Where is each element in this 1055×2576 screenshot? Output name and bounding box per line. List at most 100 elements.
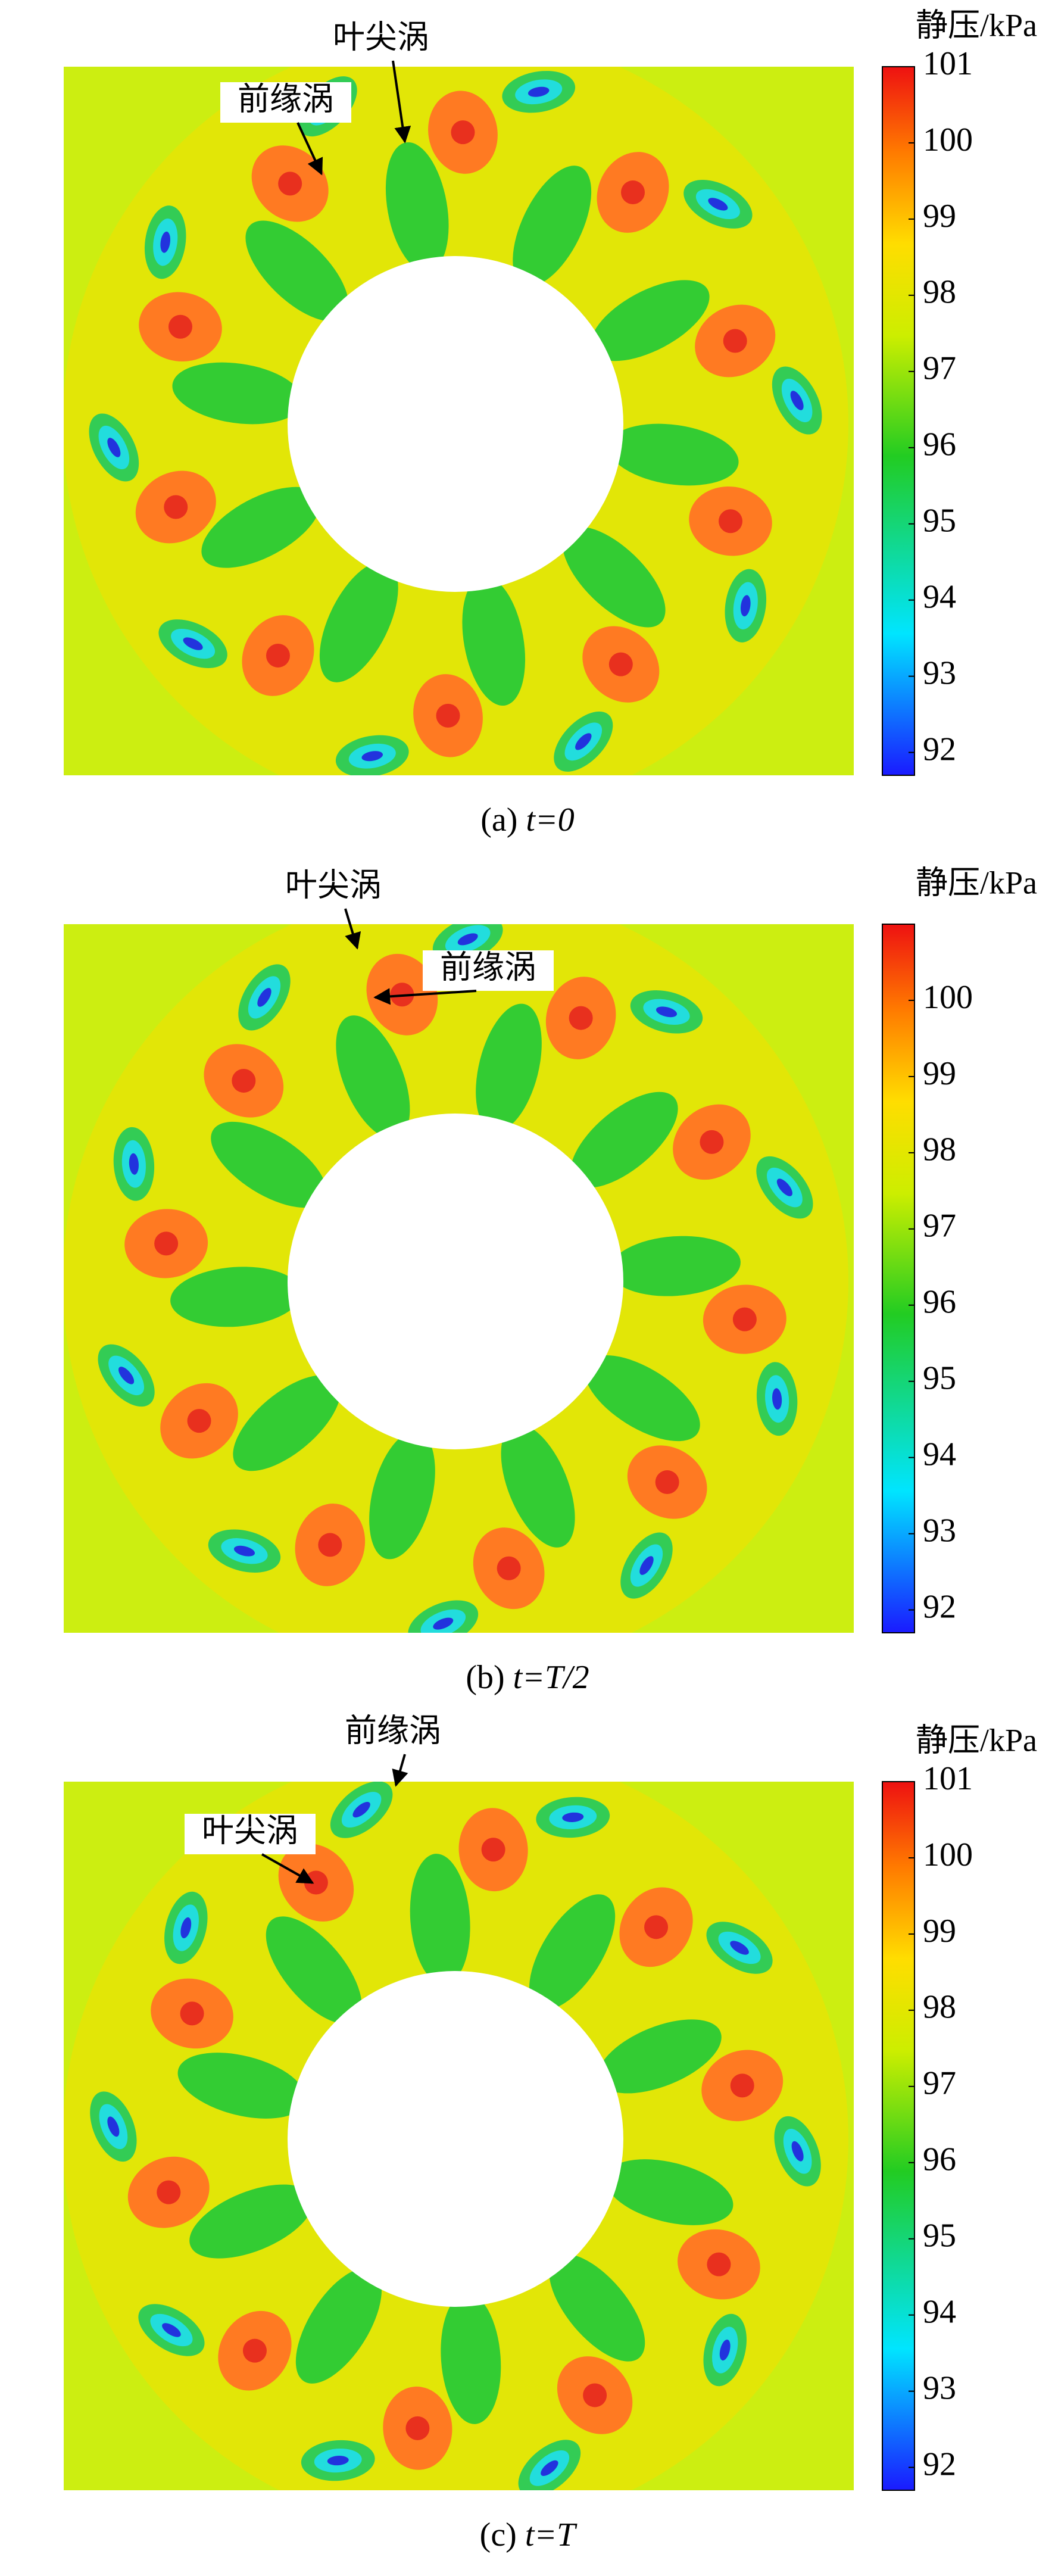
annotation-box bbox=[327, 1714, 458, 1754]
vortex-core bbox=[157, 2180, 181, 2204]
low-pressure-band bbox=[245, 220, 349, 322]
tip-vortex-core bbox=[708, 198, 728, 211]
vortex-core bbox=[707, 2252, 731, 2276]
tip-vortex-core bbox=[528, 86, 550, 97]
tip-vortex-core bbox=[541, 2460, 558, 2476]
vortex-core bbox=[318, 1533, 342, 1557]
colorbar-tick-label: 96 bbox=[923, 1284, 956, 1321]
tip-vortex-core bbox=[457, 933, 478, 946]
caption-math: t=T/2 bbox=[513, 1659, 589, 1696]
colorbar-tick-label: 98 bbox=[923, 1131, 956, 1168]
annotation-arrow bbox=[296, 122, 323, 176]
low-pressure-band bbox=[610, 1236, 741, 1296]
caption: (c) t=T bbox=[480, 2516, 578, 2553]
annotation: 叶尖涡 bbox=[333, 19, 429, 55]
low-pressure-band bbox=[562, 526, 666, 628]
vortex-core bbox=[451, 120, 475, 145]
colorbar-tick-label: 92 bbox=[923, 1588, 956, 1625]
tip-vortex-core bbox=[719, 2339, 731, 2361]
tip-vortex-core bbox=[183, 637, 203, 650]
colorbar-tick-label: 96 bbox=[923, 426, 956, 463]
colorbar-tick-label: 99 bbox=[923, 198, 956, 235]
low-pressure-band bbox=[598, 2019, 722, 2094]
tip-vortex-core bbox=[107, 438, 121, 457]
vortex-core bbox=[644, 1915, 669, 1939]
tip-vortex-core bbox=[233, 1545, 255, 1557]
colorbar-tick-label: 94 bbox=[923, 2294, 956, 2331]
caption-math: t=T bbox=[525, 2516, 578, 2553]
colorbar bbox=[882, 924, 915, 1633]
vortex-core bbox=[608, 652, 633, 676]
caption: (b) t=T/2 bbox=[466, 1659, 589, 1696]
vortex-core bbox=[655, 1470, 679, 1495]
vortex-core bbox=[569, 1006, 593, 1030]
low-pressure-band bbox=[295, 2268, 382, 2384]
tip-vortex-core bbox=[361, 751, 383, 762]
colorbar-label: 静压/kPa bbox=[916, 865, 1037, 900]
colorbar-tick-label: 95 bbox=[923, 1360, 956, 1397]
tip-vortex-core bbox=[740, 595, 751, 617]
vortex-core bbox=[405, 2416, 430, 2440]
vortex-core bbox=[497, 1556, 521, 1580]
low-pressure-band bbox=[233, 1375, 341, 1471]
colorbar bbox=[882, 66, 915, 776]
colorbar-tick-label: 95 bbox=[923, 2218, 956, 2254]
vortex-core bbox=[242, 2338, 267, 2363]
vortex-core bbox=[154, 1231, 179, 1256]
tip-vortex-core bbox=[776, 1178, 792, 1196]
vortex-core bbox=[700, 1130, 724, 1154]
annotation: 叶尖涡 bbox=[202, 1813, 298, 1848]
caption-prefix: (c) bbox=[480, 2516, 517, 2553]
low-pressure-band bbox=[590, 280, 710, 361]
low-pressure-band bbox=[549, 2254, 645, 2362]
vortex-core bbox=[719, 509, 743, 534]
colorbar-tick-label: 100 bbox=[923, 979, 973, 1016]
colorbar-tick-label: 97 bbox=[923, 350, 956, 387]
annotation: 前缘涡 bbox=[238, 81, 334, 117]
colorbar-tick-label: 97 bbox=[923, 2065, 956, 2102]
colorbar-tick-label: 94 bbox=[923, 1436, 956, 1473]
tip-vortex-core bbox=[162, 2323, 181, 2337]
vortex-core bbox=[168, 314, 192, 339]
colorbar-tick-label: 94 bbox=[923, 579, 956, 616]
low-pressure-band bbox=[369, 1431, 435, 1560]
annotation-box bbox=[220, 82, 351, 123]
colorbar-tick-label: 101 bbox=[923, 45, 973, 82]
vortex-core bbox=[621, 180, 645, 205]
annotation-arrow bbox=[392, 1754, 408, 1787]
colorbar-tick-label: 101 bbox=[923, 1760, 973, 1797]
low-pressure-band bbox=[570, 1091, 678, 1188]
colorbar-tick-label: 100 bbox=[923, 1836, 973, 1873]
tip-vortex-core bbox=[327, 2456, 349, 2466]
vortex-core bbox=[180, 2001, 204, 2026]
colorbar-tick-label: 100 bbox=[923, 121, 973, 158]
caption-prefix: (b) bbox=[466, 1659, 504, 1696]
tip-vortex-core bbox=[160, 231, 171, 253]
vortex-core bbox=[232, 1068, 256, 1093]
vortex-core bbox=[583, 2383, 607, 2407]
tip-vortex-core bbox=[639, 1556, 654, 1575]
annotation-arrow bbox=[261, 1853, 314, 1884]
annotation: 前缘涡 bbox=[345, 1713, 441, 1748]
low-pressure-band bbox=[177, 2053, 306, 2119]
low-pressure-band bbox=[462, 576, 526, 706]
tip-vortex-core bbox=[352, 1802, 370, 1818]
annotation-box bbox=[316, 20, 447, 61]
vortex-core bbox=[266, 643, 290, 668]
tip-vortex-core bbox=[257, 988, 271, 1007]
colorbar-tick-label: 93 bbox=[923, 2369, 956, 2406]
tip-vortex-core bbox=[772, 1388, 782, 1410]
colorbar-tick-label: 99 bbox=[923, 1913, 956, 1950]
tip-vortex-core bbox=[656, 1006, 678, 1018]
colorbar-tick-label: 99 bbox=[923, 1055, 956, 1092]
caption: (a) t=0 bbox=[480, 802, 575, 838]
vortex-core bbox=[730, 2073, 754, 2098]
tip-vortex-core bbox=[180, 1917, 192, 1939]
vortex-core bbox=[164, 495, 188, 519]
colorbar-tick-label: 93 bbox=[923, 654, 956, 691]
tip-vortex-core bbox=[791, 2141, 804, 2162]
tip-vortex-core bbox=[129, 1153, 139, 1175]
colorbar-tick-label: 92 bbox=[923, 731, 956, 768]
